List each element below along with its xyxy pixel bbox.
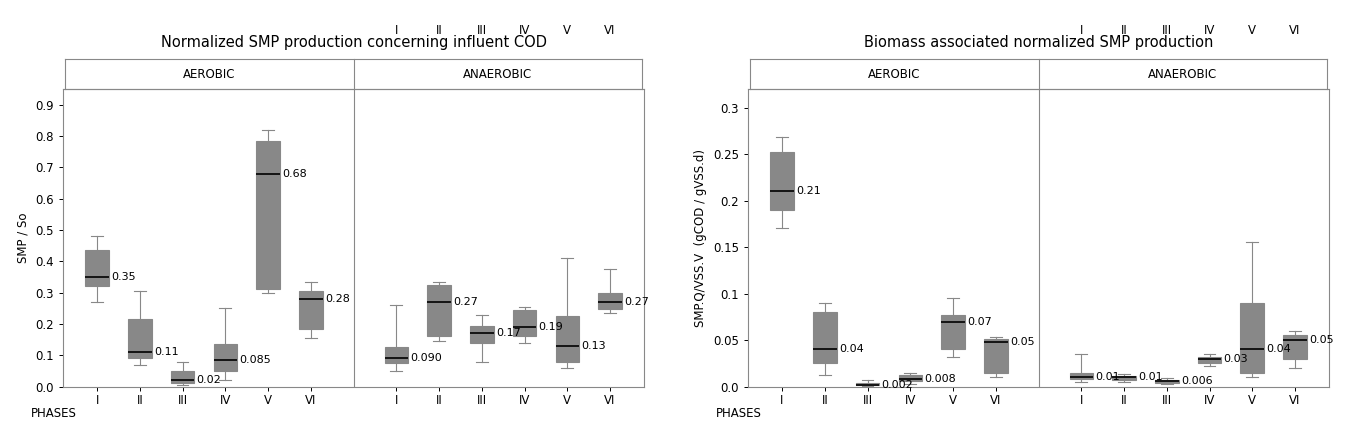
Text: AEROBIC: AEROBIC [183,68,236,81]
Text: ANAEROBIC: ANAEROBIC [1148,68,1217,81]
Y-axis label: SMP / So: SMP / So [16,213,30,263]
Text: PHASES: PHASES [716,407,762,421]
Text: V: V [563,24,571,37]
PathPatch shape [770,152,793,210]
PathPatch shape [1198,357,1221,363]
PathPatch shape [385,348,408,363]
Text: ANAEROBIC: ANAEROBIC [463,68,532,81]
Text: IV: IV [1204,24,1215,37]
Text: 0.01: 0.01 [1095,372,1120,382]
Text: 0.17: 0.17 [496,328,521,338]
Text: 0.11: 0.11 [154,347,179,357]
PathPatch shape [470,326,494,343]
PathPatch shape [85,250,108,286]
Title: Biomass associated normalized SMP production: Biomass associated normalized SMP produc… [864,35,1213,50]
PathPatch shape [984,339,1007,373]
PathPatch shape [171,371,195,383]
PathPatch shape [1070,373,1093,379]
PathPatch shape [256,141,280,290]
Text: VI: VI [604,24,616,37]
PathPatch shape [129,319,152,359]
Text: III: III [477,24,487,37]
Y-axis label: SMP.Q/VSS.V  (gCOD / gVSS.d): SMP.Q/VSS.V (gCOD / gVSS.d) [695,149,707,327]
Text: 0.05: 0.05 [1309,335,1334,345]
Text: 0.090: 0.090 [410,353,443,363]
Text: II: II [1121,24,1128,37]
Text: 0.07: 0.07 [967,316,992,326]
PathPatch shape [1155,380,1178,383]
Text: 0.03: 0.03 [1224,354,1248,364]
PathPatch shape [1284,334,1307,359]
Text: 0.28: 0.28 [325,294,349,304]
PathPatch shape [214,345,237,371]
PathPatch shape [1240,303,1265,373]
PathPatch shape [856,383,879,385]
Text: AEROBIC: AEROBIC [868,68,921,81]
PathPatch shape [941,315,965,349]
Text: 0.006: 0.006 [1181,376,1212,386]
Title: Normalized SMP production concerning influent COD: Normalized SMP production concerning inf… [161,35,547,50]
Text: III: III [1162,24,1171,37]
PathPatch shape [299,291,322,329]
Text: 0.02: 0.02 [196,375,222,385]
Text: 0.002: 0.002 [881,380,914,390]
Text: VI: VI [1289,24,1301,37]
Text: 0.01: 0.01 [1139,372,1163,382]
Text: PHASES: PHASES [31,407,77,421]
Text: 0.05: 0.05 [1010,337,1034,347]
Text: 0.085: 0.085 [240,355,271,365]
Text: 0.27: 0.27 [624,297,649,307]
PathPatch shape [513,310,536,337]
PathPatch shape [899,374,922,381]
Text: II: II [436,24,443,37]
Text: IV: IV [519,24,531,37]
Text: 0.04: 0.04 [1266,345,1292,354]
PathPatch shape [812,312,837,363]
Text: 0.68: 0.68 [282,169,307,179]
Text: 0.35: 0.35 [111,272,135,282]
Text: V: V [1248,24,1257,37]
PathPatch shape [555,316,580,362]
Text: I: I [1079,24,1083,37]
Text: 0.27: 0.27 [454,297,478,307]
PathPatch shape [428,285,451,337]
Text: 0.13: 0.13 [581,341,607,351]
Text: 0.19: 0.19 [539,322,563,332]
Text: 0.008: 0.008 [925,374,956,384]
Text: I: I [394,24,398,37]
PathPatch shape [598,293,621,309]
PathPatch shape [1112,376,1136,380]
Text: 0.21: 0.21 [796,186,821,196]
Text: 0.04: 0.04 [839,345,864,354]
